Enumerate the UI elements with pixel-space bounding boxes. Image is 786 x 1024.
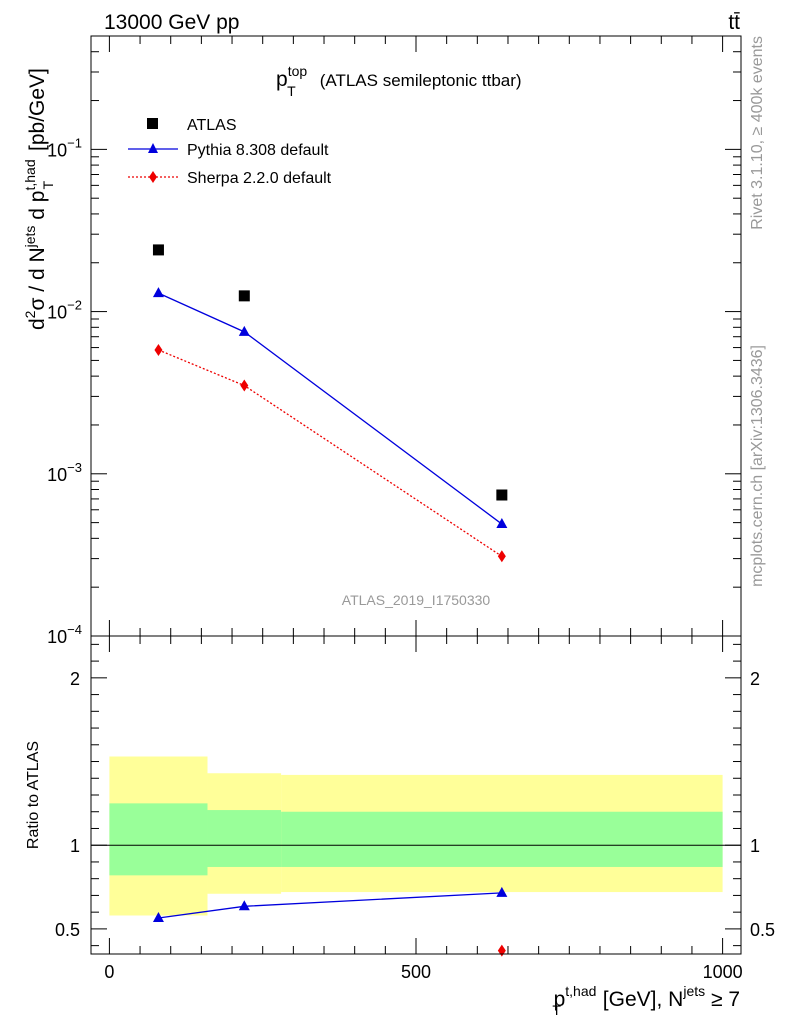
ratio-point-diamond bbox=[497, 944, 506, 957]
legend-label-atlas: ATLAS bbox=[187, 117, 237, 134]
data-point-square bbox=[238, 290, 250, 302]
main-x-ticks bbox=[108, 36, 724, 636]
data-point-diamond bbox=[154, 343, 163, 356]
legend-marker-atlas bbox=[147, 118, 158, 129]
ratio-y-axis-label: Ratio to ATLAS bbox=[25, 741, 42, 849]
y-tick-label-left: 2 bbox=[70, 669, 80, 689]
data-point-square bbox=[152, 244, 164, 256]
legend: ATLAS Pythia 8.308 default Sherpa 2.2.0 … bbox=[128, 117, 332, 187]
x-tick-label: 0 bbox=[104, 962, 114, 982]
ratio-line bbox=[158, 892, 502, 919]
main-y-axis-label: d2σ / d Njets d pt,had T [pb/GeV] bbox=[22, 68, 56, 330]
y-tick-label: 10−1 bbox=[47, 135, 82, 160]
x-tick-label: 500 bbox=[401, 962, 431, 982]
legend-label-pythia: Pythia 8.308 default bbox=[187, 142, 329, 159]
ratio-point-triangle bbox=[152, 912, 164, 923]
ratio-point-triangle bbox=[238, 900, 250, 911]
y-tick-label: 10−4 bbox=[47, 622, 82, 647]
band-green bbox=[109, 803, 208, 876]
data-point-triangle bbox=[238, 325, 250, 336]
y-tick-label: 10−2 bbox=[47, 298, 82, 323]
analysis-watermark: ATLAS_2019_I1750330 bbox=[342, 592, 491, 608]
y-tick-label-right: 2 bbox=[750, 669, 760, 689]
y-tick-label-right: 1 bbox=[750, 836, 760, 856]
ratio-point-triangle bbox=[496, 886, 508, 897]
main-plot-panel: 10−1 10−2 10−3 10−4 ptop T(ATLAS semileptoni… bbox=[22, 35, 742, 647]
main-y-tick-labels: 10−1 10−2 10−3 10−4 bbox=[47, 135, 82, 647]
y-tick-label-right: 0.5 bbox=[750, 920, 775, 940]
data-point-diamond bbox=[497, 550, 506, 563]
legend-marker-sherpa bbox=[149, 171, 157, 183]
band-green bbox=[281, 811, 723, 867]
ratio-plot-panel: 0 500 1000 0.5 0.5 1 1 2 2 Ratio to ATLAS pt,ha… bbox=[25, 635, 775, 1018]
mcplots-label: mcplots.cern.ch [arXiv:1306.3436] bbox=[749, 345, 766, 587]
data-point-triangle bbox=[152, 287, 164, 298]
header-left: 13000 GeV pp bbox=[104, 11, 239, 34]
ratio-y-ticks: 0.5 0.5 1 1 2 2 bbox=[55, 643, 775, 947]
header-right: tt̄ bbox=[728, 11, 740, 34]
legend-marker-pythia bbox=[148, 143, 158, 153]
ratio-x-ticks: 0 500 1000 bbox=[104, 636, 743, 982]
data-point-diamond bbox=[240, 379, 249, 392]
rivet-label: Rivet 3.1.10, ≥ 400k events bbox=[749, 36, 766, 230]
ratio-uncertainty-bands bbox=[109, 756, 723, 916]
main-series bbox=[152, 244, 508, 563]
legend-label-sherpa: Sherpa 2.2.0 default bbox=[187, 170, 332, 187]
x-tick-label: 1000 bbox=[703, 962, 743, 982]
y-tick-label-left: 1 bbox=[70, 836, 80, 856]
plot-title: ptop T(ATLAS semileptonic ttbar) bbox=[276, 63, 522, 99]
x-axis-label: pt,had T [GeV], Njets ≥ 7 bbox=[552, 983, 740, 1018]
data-point-square bbox=[496, 489, 508, 501]
data-point-triangle bbox=[496, 518, 508, 529]
series-line bbox=[158, 292, 503, 525]
y-tick-label: 10−3 bbox=[47, 460, 82, 485]
band-green bbox=[207, 810, 282, 867]
y-tick-label-left: 0.5 bbox=[55, 920, 80, 940]
series-line bbox=[158, 349, 503, 557]
